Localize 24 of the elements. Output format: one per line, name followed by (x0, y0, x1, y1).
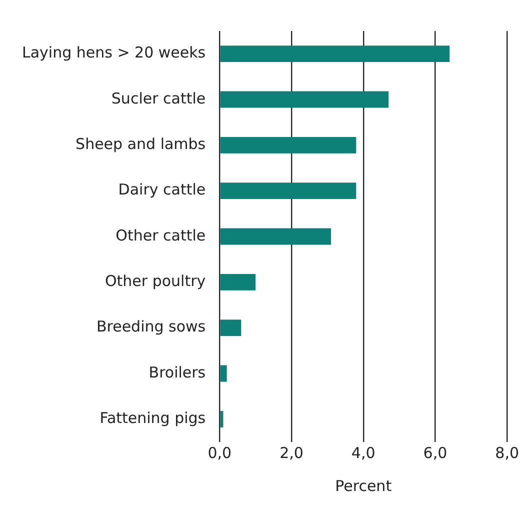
bar (220, 410, 224, 428)
x-tick-label: 6,0 (423, 444, 448, 462)
y-tick-label: Broilers (148, 363, 206, 382)
y-tick-label: Other poultry (104, 272, 206, 290)
bar (220, 274, 256, 290)
y-tick-label: Sucler cattle (111, 89, 206, 108)
bar (220, 228, 332, 245)
bar (220, 182, 356, 200)
y-tick-label: Dairy cattle (118, 180, 206, 199)
y-tick-label: Laying hens > 20 weeks (22, 44, 206, 62)
x-tick-label: 2,0 (280, 444, 304, 462)
bar (220, 136, 356, 154)
bar (220, 91, 389, 108)
bar (220, 46, 450, 62)
y-tick-label: Other cattle (116, 226, 206, 244)
y-tick-label: Fattening pigs (100, 409, 206, 428)
x-tick-label: 0,0 (208, 444, 232, 462)
y-tick-label: Sheep and lambs (76, 135, 206, 154)
y-tick-label: Breeding sows (96, 318, 206, 336)
bar (220, 365, 227, 382)
bar (220, 320, 242, 336)
x-tick-label: 8,0 (495, 444, 519, 462)
x-axis-title: Percent (335, 476, 392, 495)
x-tick-label: 4,0 (351, 444, 376, 462)
